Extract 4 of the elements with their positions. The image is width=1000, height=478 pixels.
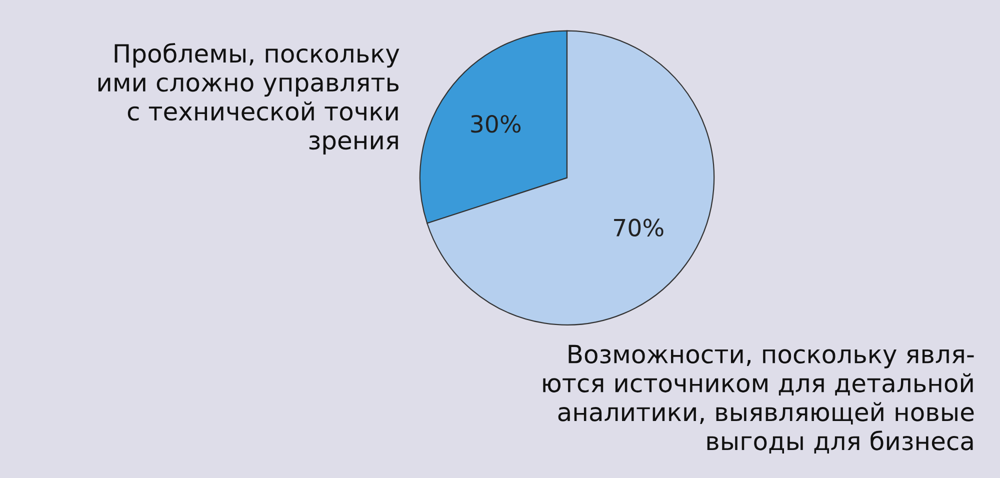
data-label: 70% — [614, 218, 664, 237]
slice-label: Возможности, поскольку явля- ются источником для детальной аналитики, выявляющей новые выгоды для бизнеса — [543, 344, 974, 454]
data-label: 30% — [471, 114, 521, 133]
slice-label: Проблемы, поскольку ими сложно управлять с технической точки зрения — [98, 43, 400, 154]
